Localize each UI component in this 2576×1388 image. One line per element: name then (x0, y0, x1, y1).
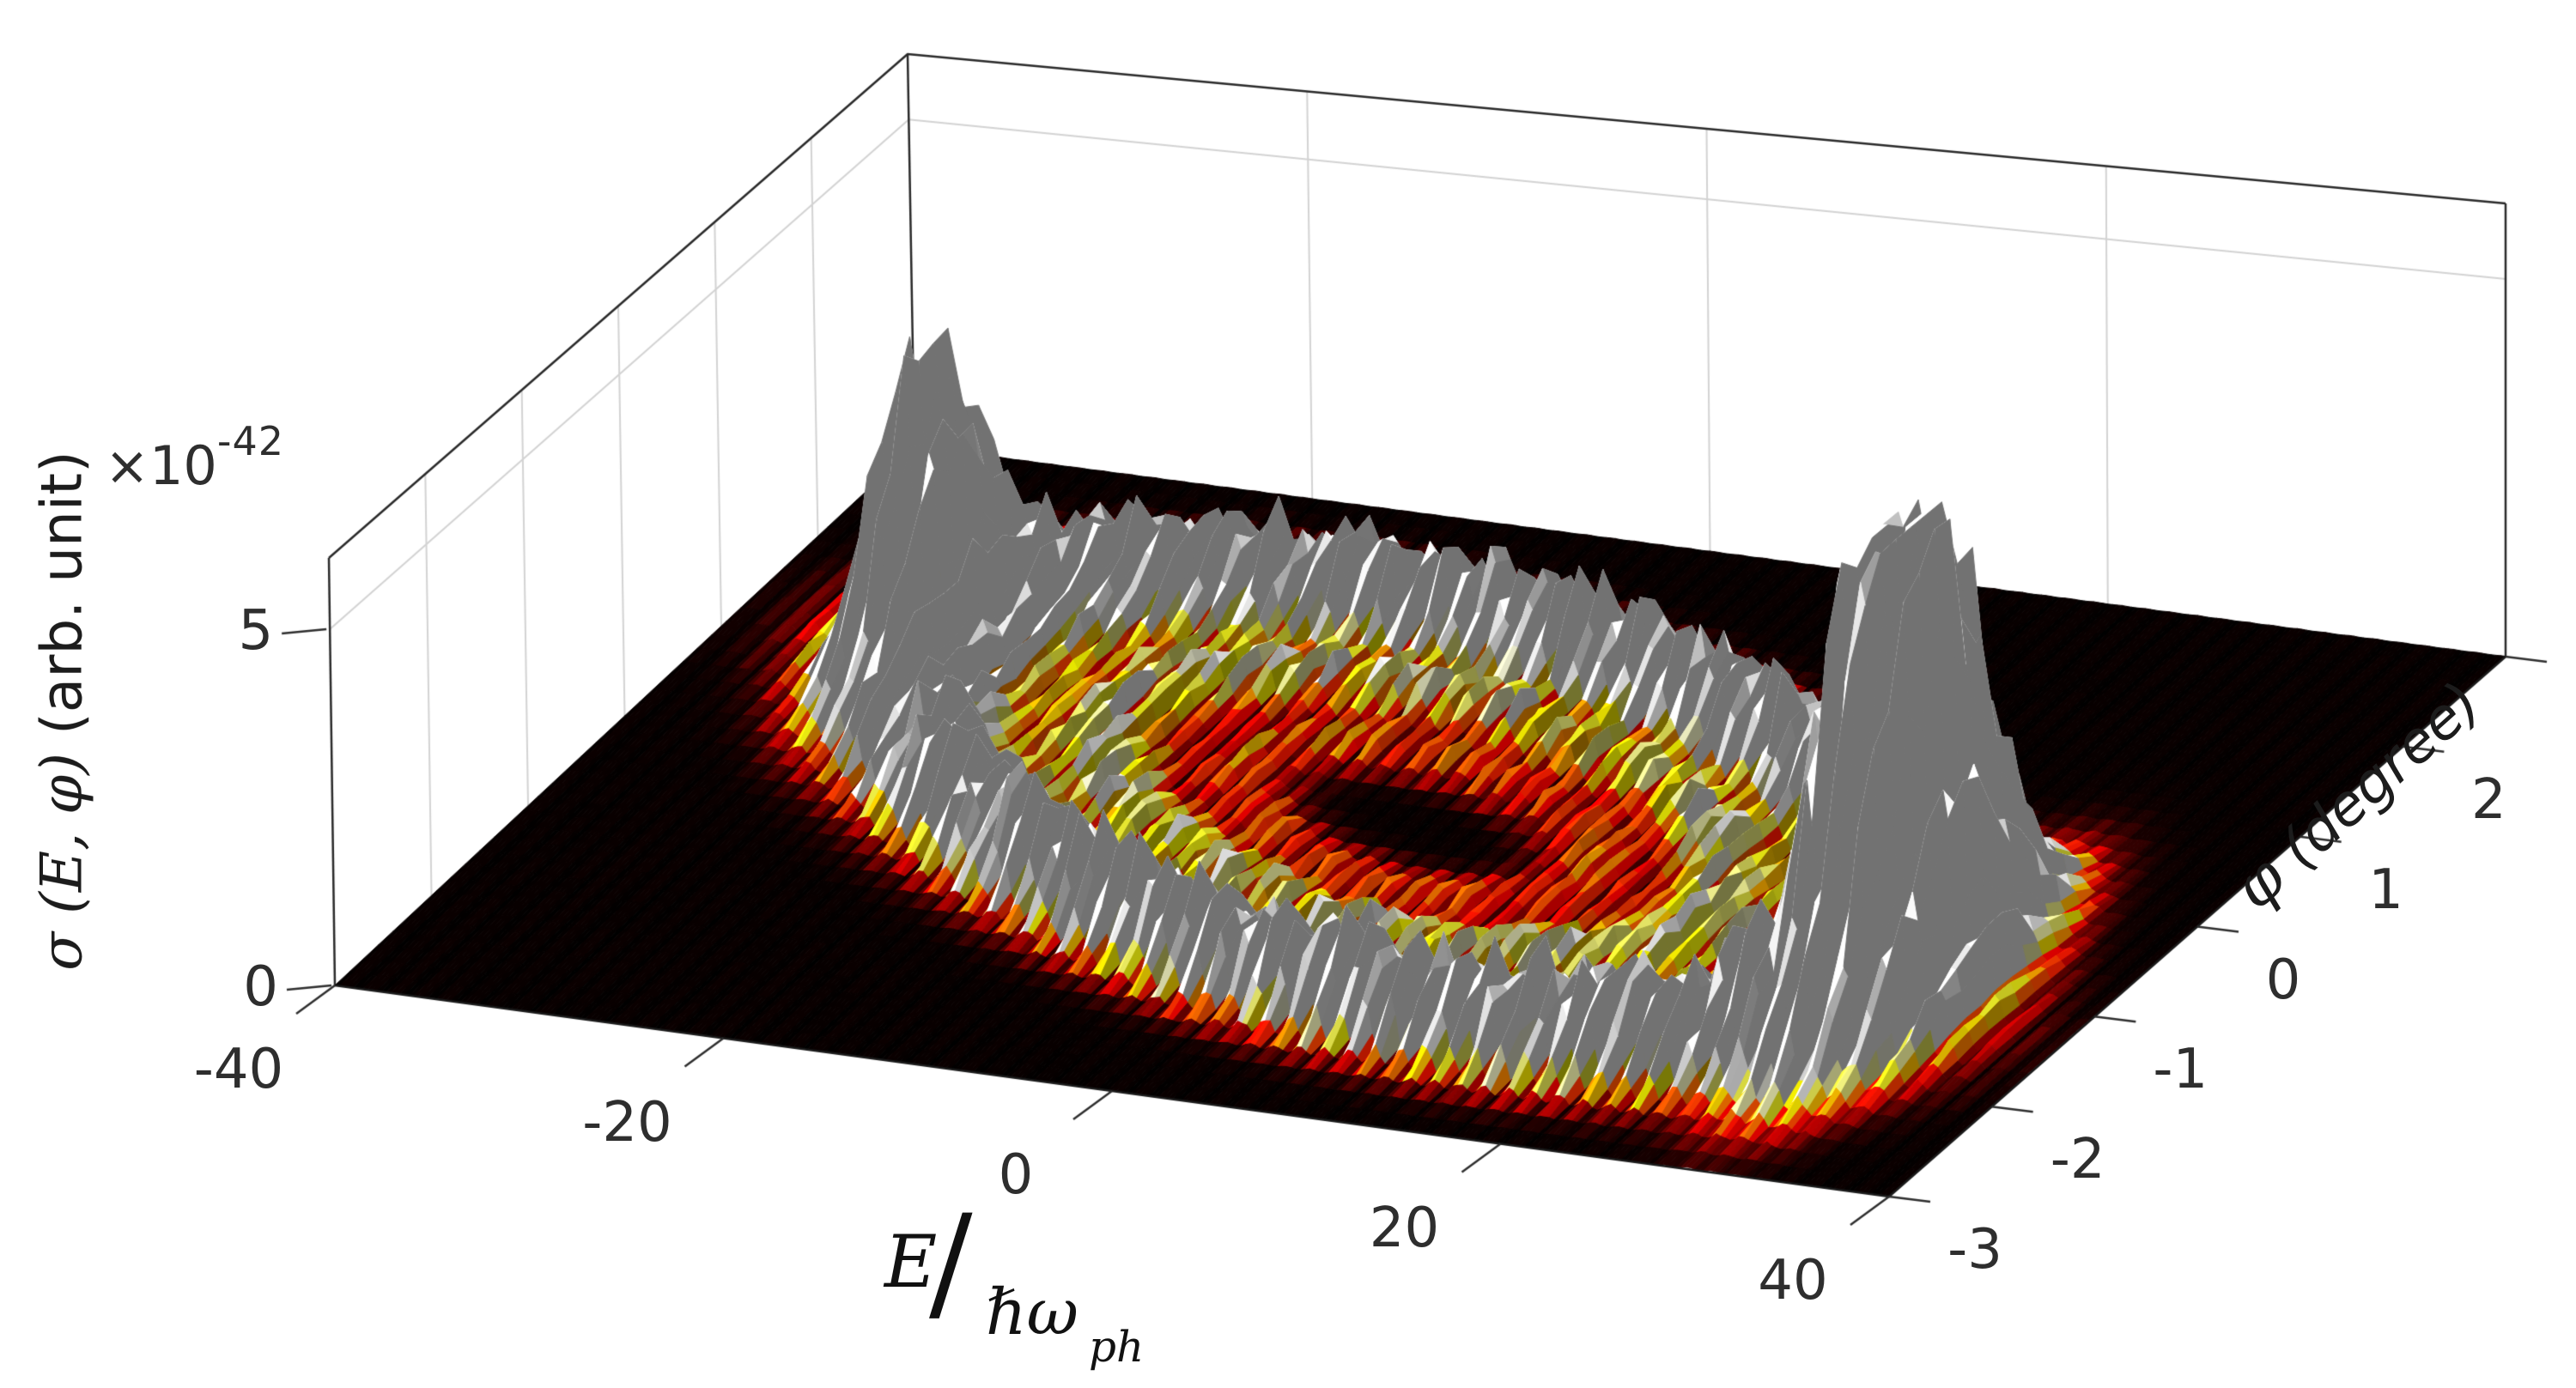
x-tick-label: 20 (1369, 1196, 1440, 1260)
x-label-denominator-sub: ph (1089, 1322, 1145, 1372)
z-axis-label: σ (E, φ) (arb. unit) (29, 451, 95, 971)
z-exponent-power: -42 (216, 418, 284, 464)
y-tick-label: 2 (2470, 767, 2506, 832)
z-label-unit: (arb. unit) (28, 451, 95, 753)
y-tick-label: 1 (2368, 858, 2404, 922)
y-tick-label: -2 (2050, 1128, 2105, 1192)
z-label-symbol: σ (28, 931, 95, 971)
y-tick-label: 0 (2265, 948, 2301, 1012)
y-tick-label: -3 (1947, 1218, 2002, 1282)
x-tick-label: -40 (193, 1038, 284, 1101)
x-tick-label: 40 (1758, 1249, 1828, 1312)
x-tick-label: -20 (582, 1090, 672, 1155)
y-tick-label: -1 (2153, 1038, 2208, 1102)
x-label-numerator: E (884, 1220, 938, 1304)
x-axis-label: E ∕ ℏω ph (884, 1198, 1194, 1384)
z-tick-label: 0 (243, 955, 278, 1019)
z-tick-label: 5 (238, 599, 274, 663)
x-tick-label: 0 (998, 1143, 1034, 1207)
x-label-slash: ∕ (929, 1188, 973, 1337)
x-label-denominator: ℏω (986, 1276, 1079, 1349)
z-axis-exponent: ×10-42 (105, 418, 284, 497)
z-exponent-base: ×10 (105, 434, 217, 497)
z-label-args: (E, φ) (28, 752, 95, 932)
